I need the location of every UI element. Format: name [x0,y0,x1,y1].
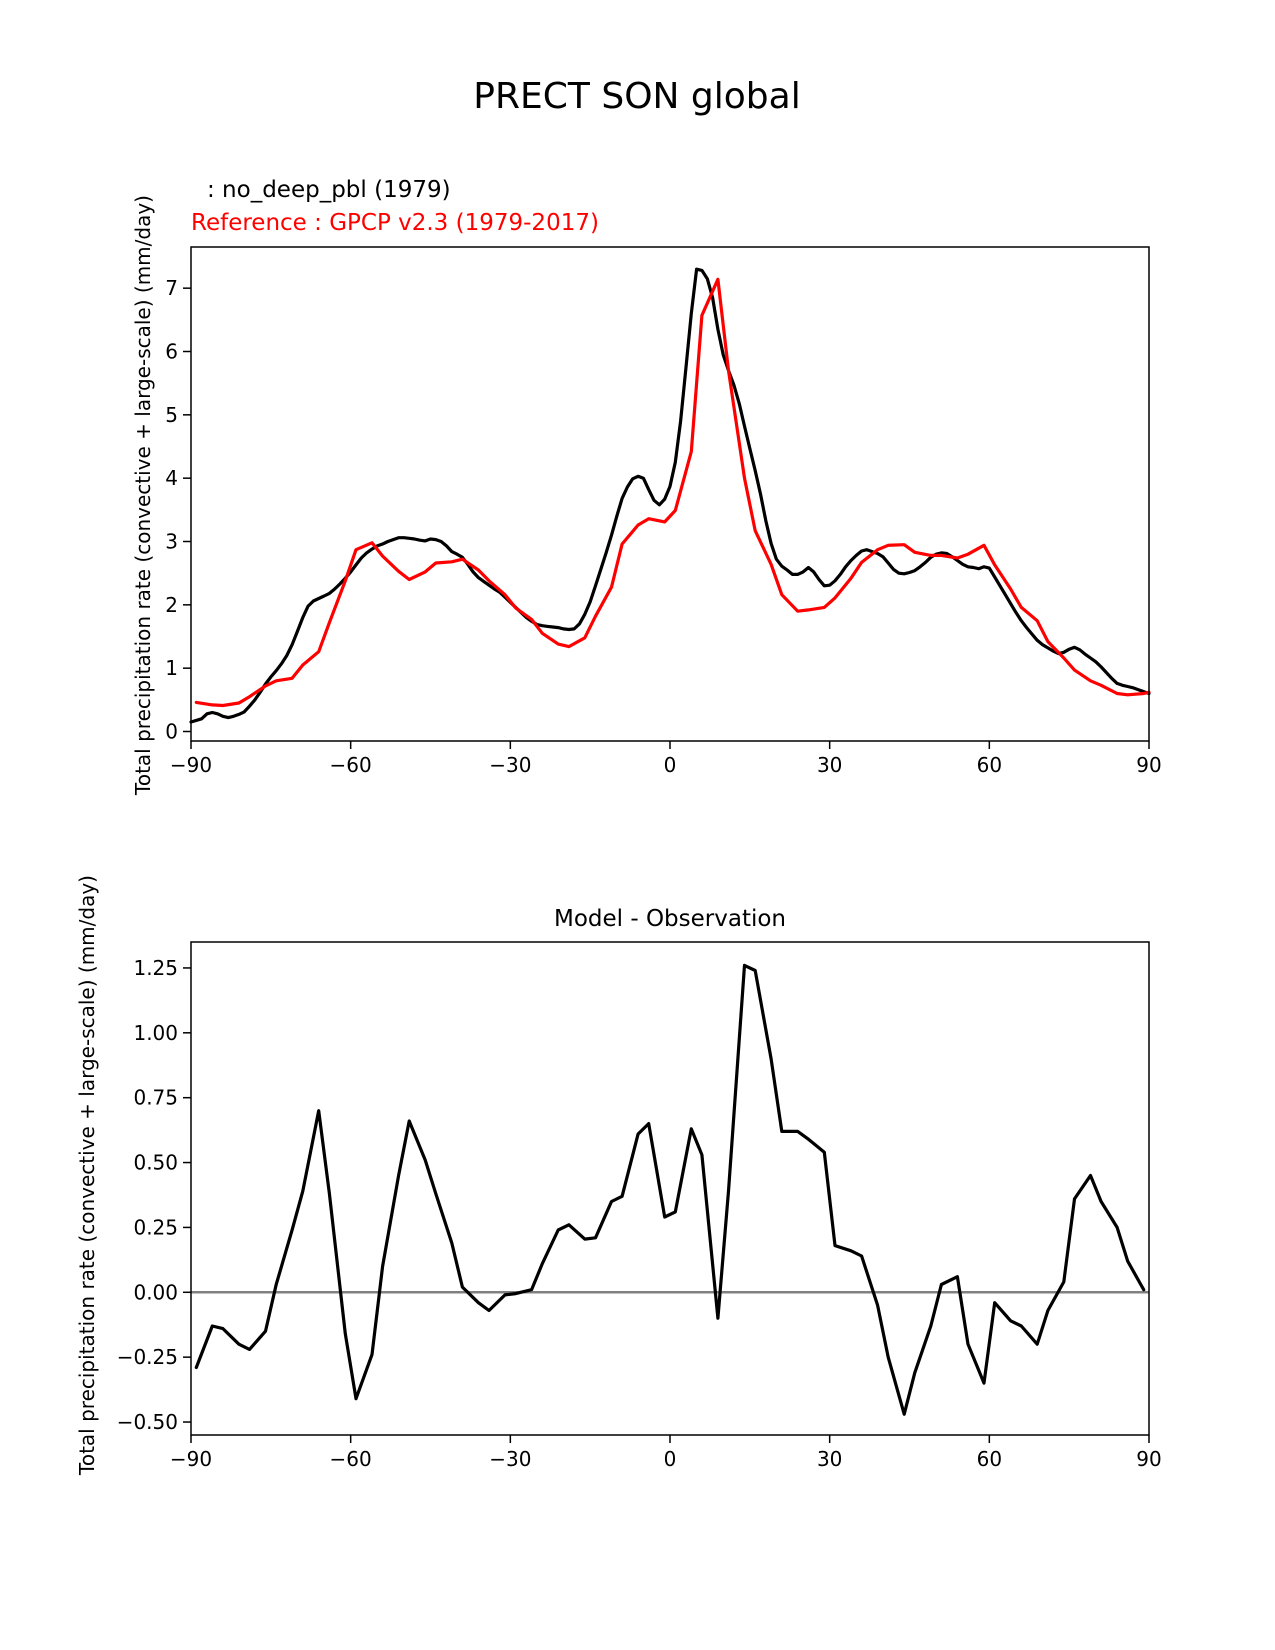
bottom-y-tick-label: −0.50 [117,1410,178,1434]
bottom-y-tick-label: 0.25 [133,1215,178,1239]
bottom-y-axis-label: Total precipitation rate (convective + l… [75,875,99,1476]
bottom-x-tick-label: −60 [330,1447,372,1471]
top-x-tick-label: 90 [1136,753,1161,777]
top-y-tick-label: 6 [165,340,178,364]
bottom-y-tick-label: 1.00 [133,1021,178,1045]
bottom-y-tick-label: 0.75 [133,1086,178,1110]
bottom-x-tick-label: 30 [817,1447,842,1471]
top-y-tick-label: 7 [165,276,178,300]
top-x-tick-label: 30 [817,753,842,777]
figure: PRECT SON global : no_deep_pbl (1979) Re… [0,0,1275,1650]
bottom-x-tick-label: −90 [170,1447,212,1471]
bottom-x-tick-label: −30 [489,1447,531,1471]
model-legend-label: : no_deep_pbl (1979) [207,177,451,203]
reference-legend-label: Reference : GPCP v2.3 (1979-2017) [191,210,599,236]
top-y-tick-label: 3 [165,530,178,554]
bottom-y-tick-label: 0.00 [133,1280,178,1304]
top-y-tick-label: 1 [165,656,178,680]
bottom-y-tick-label: 0.50 [133,1151,178,1175]
top-x-tick-label: −90 [170,753,212,777]
top-y-tick-label: 0 [165,720,178,744]
bottom-x-tick-label: 90 [1136,1447,1161,1471]
bottom-x-tick-label: 60 [977,1447,1002,1471]
top-x-tick-label: −30 [489,753,531,777]
bottom-y-tick-label: −0.25 [117,1345,178,1369]
bottom-chart-title: Model - Observation [554,906,786,932]
bottom-x-tick-label: 0 [664,1447,677,1471]
top-x-tick-label: −60 [330,753,372,777]
top-y-axis-label: Total precipitation rate (convective + l… [131,195,155,796]
bottom-y-tick-label: 1.25 [133,956,178,980]
top-x-tick-label: 0 [664,753,677,777]
top-y-tick-label: 4 [165,466,178,490]
top-y-tick-label: 2 [165,593,178,617]
figure-title: PRECT SON global [473,76,800,117]
top-y-tick-label: 5 [165,403,178,427]
top-x-tick-label: 60 [977,753,1002,777]
